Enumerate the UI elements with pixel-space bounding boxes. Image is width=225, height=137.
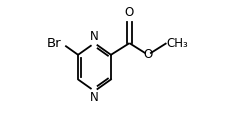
Text: CH₃: CH₃ bbox=[166, 37, 187, 50]
Text: N: N bbox=[90, 91, 99, 104]
Text: O: O bbox=[124, 6, 133, 19]
Text: Br: Br bbox=[47, 37, 61, 50]
Text: N: N bbox=[90, 30, 99, 43]
Text: O: O bbox=[143, 48, 152, 61]
